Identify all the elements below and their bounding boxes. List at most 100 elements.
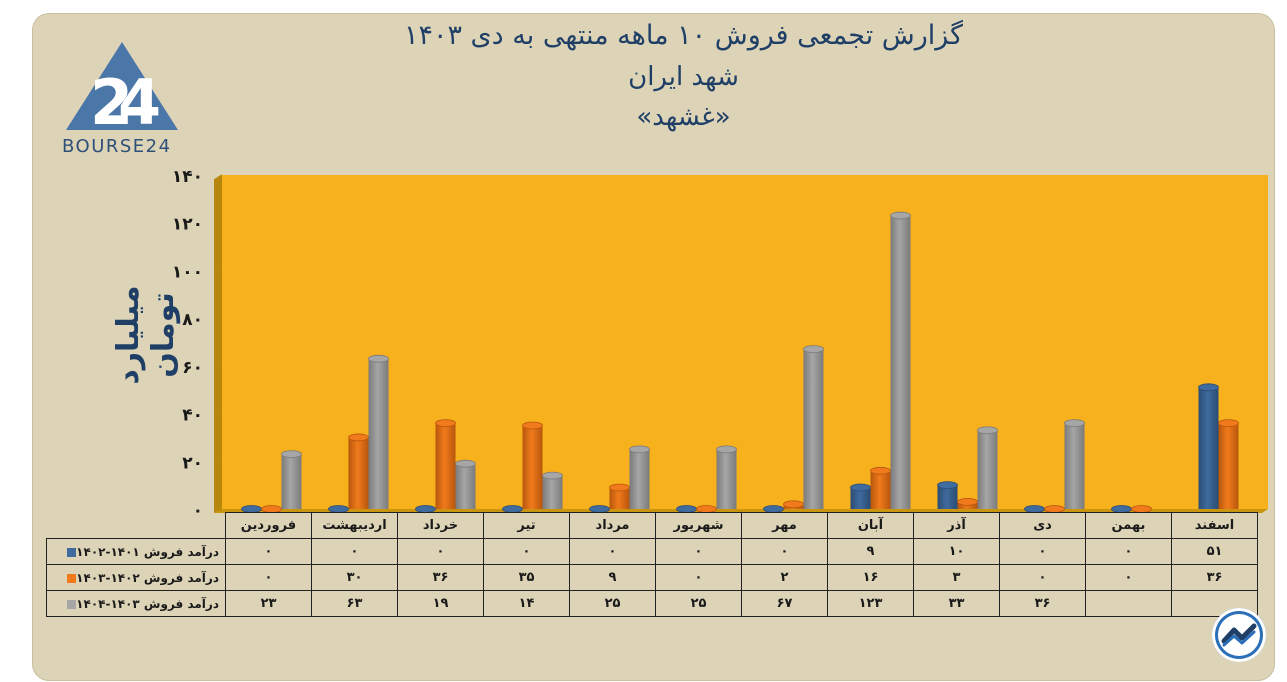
- data-label: ۹: [569, 564, 656, 591]
- table-corner: [46, 512, 226, 539]
- series-name: درآمد فروش ۱۴۰۲-۱۴۰۳: [76, 570, 219, 585]
- category-label: دی: [999, 512, 1086, 539]
- legend-swatch: [67, 547, 77, 557]
- table-row: درآمد فروش ۱۴۰۲-۱۴۰۳ ۰ ۳۰ ۳۶ ۳۵ ۹ ۰ ۲ ۱۶ ۳ ۰ ۰ ۳۶: [46, 564, 1258, 591]
- data-label: ۳۶: [397, 564, 484, 591]
- data-label: ۳۰: [311, 564, 398, 591]
- bourse24-logo: 2 4: [66, 42, 178, 139]
- legend-swatch: [67, 573, 77, 583]
- y-tick: [217, 365, 223, 369]
- category-label: اردیبهشت: [311, 512, 398, 539]
- bar: [629, 449, 650, 509]
- bar-cap: [850, 483, 871, 492]
- bar-cap: [522, 421, 543, 430]
- svg-text:4: 4: [118, 66, 161, 139]
- bar-cap: [348, 433, 369, 442]
- data-label: ۹: [827, 538, 914, 565]
- plot-side-wall: [214, 175, 222, 513]
- data-label: ۱۹: [397, 590, 484, 617]
- y-tick: [217, 460, 223, 464]
- data-label: ۱۰: [913, 538, 1000, 565]
- data-label: ۱۴: [483, 590, 570, 617]
- bar-cap: [1198, 383, 1219, 392]
- bar-cap: [629, 445, 650, 454]
- bourse-badge-icon: [1212, 608, 1266, 662]
- data-label: ۰: [225, 564, 312, 591]
- bar-cap: [281, 450, 302, 459]
- data-label: ۱۲۳: [827, 590, 914, 617]
- data-label: ۰: [999, 538, 1086, 565]
- bar: [522, 425, 543, 509]
- y-tick-label: ۶۰: [182, 358, 203, 378]
- bar-cap: [957, 497, 978, 506]
- bar: [977, 430, 998, 509]
- data-label: ۰: [483, 538, 570, 565]
- data-label: ۵۱: [1171, 538, 1258, 565]
- data-label: ۰: [397, 538, 484, 565]
- data-label: ۲: [741, 564, 828, 591]
- bar: [281, 454, 302, 509]
- y-tick: [217, 317, 223, 321]
- category-label: مهر: [741, 512, 828, 539]
- legend-entry: درآمد فروش ۱۴۰۱-۱۴۰۲: [46, 538, 226, 565]
- y-tick-label: ۸۰: [182, 310, 203, 330]
- bar-cap: [977, 426, 998, 435]
- bar-cap: [870, 466, 891, 475]
- bar-cap: [368, 354, 389, 363]
- bar-cap: [937, 481, 958, 490]
- bar-cap: [716, 445, 737, 454]
- data-label: ۰: [225, 538, 312, 565]
- plot-area: [222, 175, 1268, 509]
- bar-cap: [609, 483, 630, 492]
- table-row: درآمد فروش ۱۴۰۱-۱۴۰۲ ۰ ۰ ۰ ۰ ۰ ۰ ۰ ۹ ۱۰ ۰ ۰ ۵۱: [46, 538, 1258, 565]
- data-label: ۰: [655, 564, 742, 591]
- svg-text:2: 2: [90, 66, 133, 139]
- y-tick-label: ۰: [193, 501, 203, 521]
- category-label: آبان: [827, 512, 914, 539]
- data-label: ۱۶: [827, 564, 914, 591]
- bar-cap: [542, 471, 563, 480]
- table-row: درآمد فروش ۱۴۰۳-۱۴۰۴ ۲۳ ۶۳ ۱۹ ۱۴ ۲۵ ۲۵ ۶۷ ۱۲۳ ۳۳ ۳…: [46, 590, 1258, 617]
- bar: [890, 215, 911, 510]
- bar-cap: [890, 211, 911, 220]
- category-label: شهریور: [655, 512, 742, 539]
- data-label: ۲۳: [225, 590, 312, 617]
- chart-ticker: «غشهد»: [636, 102, 731, 132]
- legend-swatch: [67, 599, 77, 609]
- y-tick-label: ۱۴۰: [172, 167, 203, 187]
- y-tick: [217, 222, 223, 226]
- data-label: ۰: [1085, 564, 1172, 591]
- data-label: ۳۳: [913, 590, 1000, 617]
- bar: [850, 487, 871, 509]
- y-tick-label: ۲۰: [182, 453, 203, 473]
- data-label: ۰: [999, 564, 1086, 591]
- bar-cap: [435, 419, 456, 428]
- bar: [348, 437, 369, 509]
- chart-title: گزارش تجمعی فروش ۱۰ ماهه منتهی به دی ۱۴۰…: [403, 20, 964, 51]
- y-tick-label: ۱۲۰: [172, 215, 203, 235]
- data-label: ۰: [655, 538, 742, 565]
- legend-entry: درآمد فروش ۱۴۰۳-۱۴۰۴: [46, 590, 226, 617]
- data-label: ۰: [311, 538, 398, 565]
- data-label: ۳: [913, 564, 1000, 591]
- category-label: اسفند: [1171, 512, 1258, 539]
- data-label: ۰: [569, 538, 656, 565]
- y-tick-label: ۱۰۰: [172, 262, 203, 282]
- chart-subtitle: شهد ایران: [628, 62, 739, 92]
- bar: [368, 358, 389, 509]
- bar-cap: [803, 345, 824, 354]
- data-label: ۰: [741, 538, 828, 565]
- category-label: آذر: [913, 512, 1000, 539]
- data-label: ۳۶: [999, 590, 1086, 617]
- category-label: بهمن: [1085, 512, 1172, 539]
- data-label: ۳۵: [483, 564, 570, 591]
- bar: [1198, 387, 1219, 509]
- data-label: ۶۷: [741, 590, 828, 617]
- category-label: فروردین: [225, 512, 312, 539]
- y-tick-label: ۴۰: [182, 406, 203, 426]
- bar-cap: [455, 459, 476, 468]
- bar-cap: [1218, 419, 1239, 428]
- y-tick: [217, 508, 223, 512]
- category-label: خرداد: [397, 512, 484, 539]
